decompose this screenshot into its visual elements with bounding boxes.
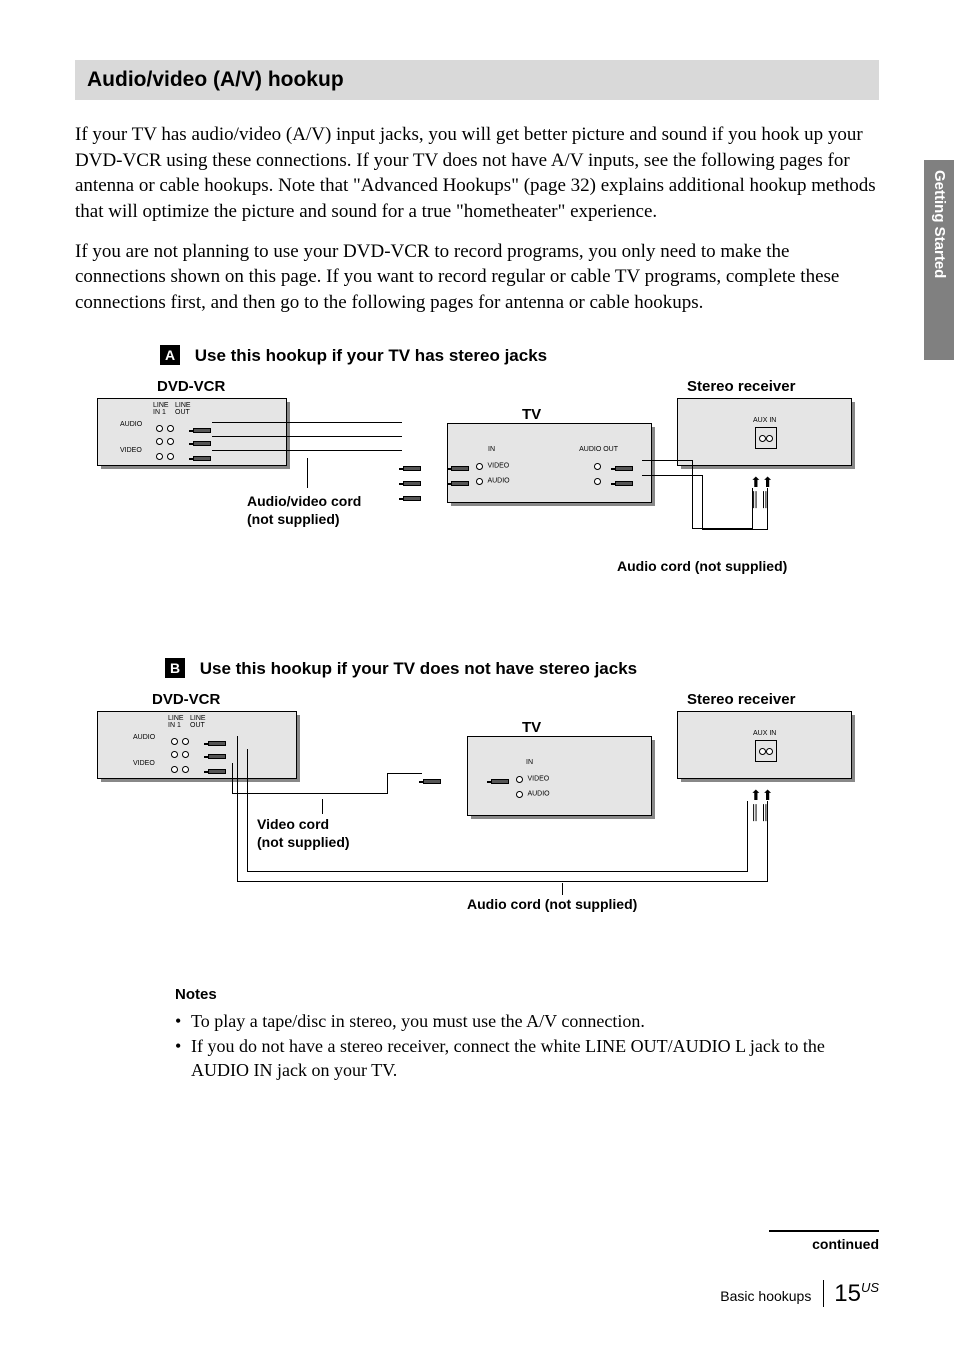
hookup-b-title: Use this hookup if your TV does not have… — [200, 659, 637, 678]
tv-label-a: TV — [522, 406, 541, 423]
tv-device-a: IN VIDEO AUDIO AUDIO OUT — [447, 423, 652, 503]
tv-device-b: IN VIDEO AUDIO — [467, 736, 652, 816]
notes-heading: Notes — [175, 986, 879, 1003]
footer-section-name: Basic hookups — [720, 1288, 811, 1304]
receiver-device-b: AUX IN ⬆⬆ ║║ — [677, 711, 852, 779]
line-out-label: LINEOUT — [175, 402, 191, 416]
diagram-a: DVD-VCR TV Stereo receiver LINEIN 1 LINE… — [97, 378, 857, 598]
hookup-a-heading: A Use this hookup if your TV has stereo … — [75, 345, 879, 366]
receiver-label-b: Stereo receiver — [687, 691, 795, 708]
note-item: If you do not have a stereo receiver, co… — [175, 1034, 879, 1083]
page-content: Audio/video (A/V) hookup If your TV has … — [0, 0, 954, 1352]
page-suffix: US — [861, 1280, 879, 1295]
dvd-vcr-device-a: LINEIN 1 LINEOUT AUDIO VIDEO — [97, 398, 287, 466]
dvd-vcr-label-a: DVD-VCR — [157, 378, 225, 395]
tv-in-label: IN — [488, 446, 495, 453]
aux-in-label-a: AUX IN — [753, 417, 776, 424]
audio-cord-label-a: Audio cord (not supplied) — [617, 558, 787, 576]
av-cord-label: Audio/video cord (not supplied) — [247, 493, 361, 528]
hookup-b-heading: B Use this hookup if your TV does not ha… — [75, 658, 879, 679]
intro-paragraph-1: If your TV has audio/video (A/V) input j… — [75, 122, 879, 225]
notes-list: To play a tape/disc in stereo, you must … — [175, 1009, 879, 1082]
page-number: 15 — [834, 1280, 861, 1307]
video-cord-label: Video cord (not supplied) — [257, 816, 350, 851]
letter-b-icon: B — [165, 658, 185, 678]
aux-in-label-b: AUX IN — [753, 730, 776, 737]
tv-audio-out-label: AUDIO OUT — [579, 446, 618, 453]
receiver-label-a: Stereo receiver — [687, 378, 795, 395]
continued-indicator: continued — [769, 1230, 879, 1252]
diagram-b: DVD-VCR TV Stereo receiver LINEIN 1 LINE… — [97, 691, 857, 941]
video-row-label: VIDEO — [120, 447, 142, 454]
receiver-device-a: AUX IN ⬆⬆ ║║ — [677, 398, 852, 466]
section-heading: Audio/video (A/V) hookup — [75, 60, 879, 100]
dvd-vcr-device-b: LINEIN 1 LINEOUT AUDIO VIDEO — [97, 711, 297, 779]
tv-label-b: TV — [522, 719, 541, 736]
hookup-a-title: Use this hookup if your TV has stereo ja… — [195, 346, 547, 365]
dvd-vcr-label-b: DVD-VCR — [152, 691, 220, 708]
audio-row-label: AUDIO — [120, 421, 142, 428]
letter-a-icon: A — [160, 345, 180, 365]
page-footer: Basic hookups 15US — [720, 1280, 879, 1308]
audio-cord-label-b: Audio cord (not supplied) — [467, 896, 637, 914]
line-in-label: LINEIN 1 — [153, 402, 169, 416]
note-item: To play a tape/disc in stereo, you must … — [175, 1009, 879, 1033]
intro-paragraph-2: If you are not planning to use your DVD-… — [75, 239, 879, 316]
